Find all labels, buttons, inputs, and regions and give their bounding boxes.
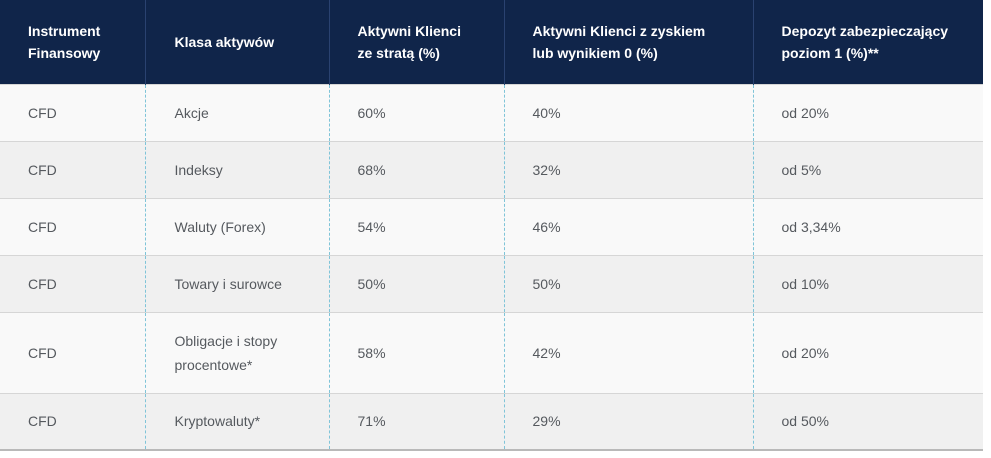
cell-clients-loss: 50% <box>328 254 504 312</box>
cell-margin: od 20% <box>752 311 983 393</box>
table-row: CFD Kryptowaluty* 71% 29% od 50% <box>0 392 983 451</box>
cell-asset-class: Kryptowaluty* <box>144 392 329 451</box>
table-row: CFD Towary i surowce 50% 50% od 10% <box>0 254 983 312</box>
cell-asset-class: Akcje <box>144 83 329 141</box>
leverage-risk-table-container: Instrument Finansowy Klasa aktywów Aktyw… <box>0 0 983 451</box>
cell-instrument: CFD <box>0 197 145 255</box>
cell-asset-class: Indeksy <box>144 140 329 198</box>
header-margin: Depozyt zabezpieczający poziom 1 (%)** <box>752 0 983 84</box>
cell-clients-profit: 50% <box>503 254 753 312</box>
cell-clients-loss: 54% <box>328 197 504 255</box>
header-row: Instrument Finansowy Klasa aktywów Aktyw… <box>0 0 983 84</box>
header-instrument: Instrument Finansowy <box>28 22 101 61</box>
cell-clients-profit: 29% <box>503 392 753 451</box>
header-clients-profit: Aktywni Klienci z zyskiem lub wynikiem 0… <box>503 0 753 84</box>
table-row: CFD Indeksy 68% 32% od 5% <box>0 140 983 198</box>
cell-clients-profit: 40% <box>503 83 753 141</box>
table-row: CFD Waluty (Forex) 54% 46% od 3,34% <box>0 197 983 255</box>
cell-clients-loss: 68% <box>328 140 504 198</box>
cell-asset-class: Towary i surowce <box>144 254 329 312</box>
cell-clients-profit: 42% <box>503 311 753 393</box>
cell-margin: od 50% <box>752 392 983 451</box>
cell-asset-class: Waluty (Forex) <box>144 197 329 255</box>
table-header: Instrument Finansowy Klasa aktywów Aktyw… <box>0 0 983 84</box>
cell-instrument: CFD <box>0 311 145 393</box>
table-row: CFD Akcje 60% 40% od 20% <box>0 83 983 141</box>
header-clients-loss: Aktywni Klienci ze stratą (%) <box>328 0 504 84</box>
cell-clients-profit: 32% <box>503 140 753 198</box>
cell-clients-loss: 71% <box>328 392 504 451</box>
table-row: CFD Obligacje i stopy procentowe* 58% 42… <box>0 311 983 393</box>
cell-instrument: CFD <box>0 254 145 312</box>
cell-margin: od 3,34% <box>752 197 983 255</box>
cell-instrument: CFD <box>0 392 145 451</box>
table-body: CFD Akcje 60% 40% od 20% CFD Indeksy 68%… <box>0 83 983 451</box>
cell-instrument: CFD <box>0 83 145 141</box>
cell-margin: od 10% <box>752 254 983 312</box>
leverage-risk-table: Instrument Finansowy Klasa aktywów Aktyw… <box>0 0 983 451</box>
header-asset-class: Klasa aktywów <box>144 0 329 84</box>
cell-clients-loss: 58% <box>328 311 504 393</box>
cell-clients-profit: 46% <box>503 197 753 255</box>
cell-margin: od 20% <box>752 83 983 141</box>
cell-instrument: CFD <box>0 140 145 198</box>
cell-margin: od 5% <box>752 140 983 198</box>
cell-asset-class: Obligacje i stopy procentowe* <box>144 311 329 393</box>
cell-clients-loss: 60% <box>328 83 504 141</box>
